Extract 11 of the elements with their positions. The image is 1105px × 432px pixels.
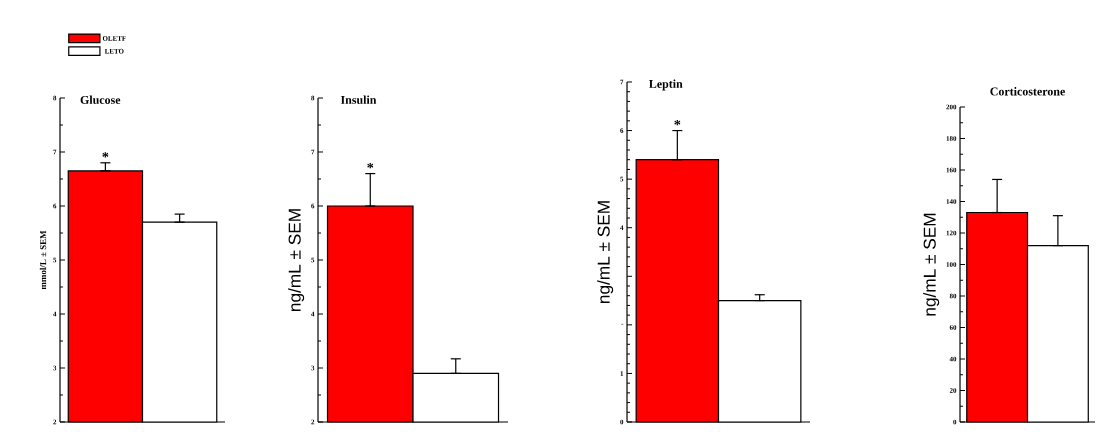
chart-title: Glucose [80,95,121,104]
chart-title: Insulin [340,95,377,104]
chart-title: Corticosterone [990,87,1065,96]
y-axis-title: ng/mL ± SEM [923,213,940,316]
annotation: * [367,162,374,169]
annotation: * [674,119,681,126]
y-axis-title: ng/mL ± SEM [288,209,305,311]
y-axis-title: ng/mL ± SEM [597,201,614,303]
y-axis-title: mmol/L ± SEM [39,230,47,290]
chart-title: Leptin [649,79,683,91]
annotation: * [102,152,109,158]
